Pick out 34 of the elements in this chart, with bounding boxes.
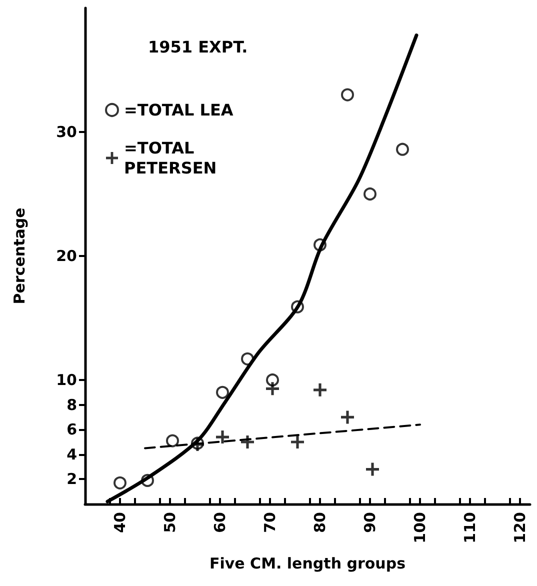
x-axis-title: Five CM. length groups — [209, 554, 406, 572]
y-tick-label: 10 — [56, 371, 77, 389]
point — [114, 476, 126, 490]
point — [366, 462, 379, 476]
x-tick-label: 120 — [511, 512, 529, 544]
legend-label: =TOTAL LEA — [124, 100, 234, 120]
x-tick-label: 40 — [111, 512, 129, 533]
point — [396, 142, 409, 156]
point — [291, 436, 304, 448]
x-tick-label: 50 — [161, 512, 179, 533]
y-tick-label: 2 — [66, 470, 77, 488]
point — [314, 383, 326, 396]
y-tick-label: 6 — [66, 420, 77, 439]
point — [216, 430, 229, 444]
y-tick-label: 20 — [56, 247, 77, 265]
point — [166, 434, 179, 448]
x-tick-label: 110 — [461, 512, 479, 544]
y-tick-label: 8 — [66, 396, 77, 414]
point — [241, 436, 254, 448]
x-tick-label: 70 — [261, 512, 279, 533]
y-axis-title: Percentage — [10, 208, 28, 304]
x-tick-label: 60 — [211, 512, 229, 533]
x-tick-label: 80 — [311, 512, 329, 533]
legend-title: 1951 EXPT. — [148, 38, 248, 56]
point — [341, 410, 354, 424]
point — [364, 188, 376, 200]
point — [216, 386, 229, 399]
point — [341, 88, 354, 102]
legend-label: =TOTAL PETERSEN — [124, 138, 217, 178]
y-tick-label: 30 — [56, 123, 77, 141]
x-tick-label: 90 — [361, 512, 379, 533]
x-tick-label: 100 — [411, 512, 429, 544]
point — [266, 382, 279, 396]
y-tick-label: 4 — [66, 445, 77, 464]
